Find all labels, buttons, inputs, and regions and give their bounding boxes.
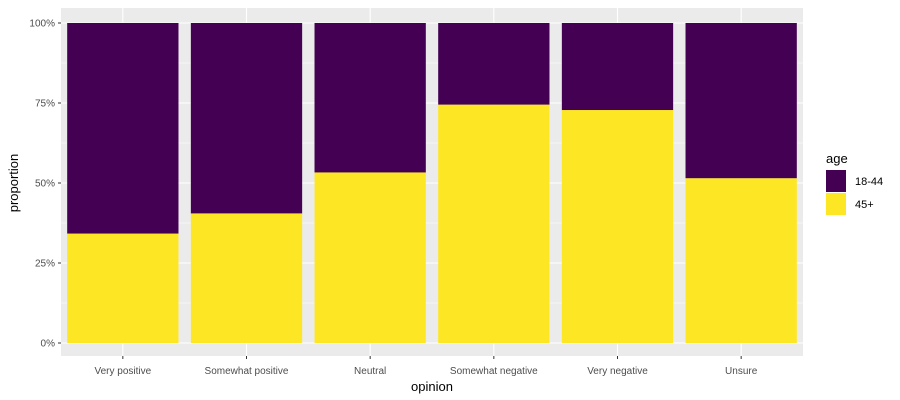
- bars: [67, 23, 797, 343]
- x-tick-label: Somewhat negative: [450, 366, 538, 377]
- y-axis-title: proportion: [6, 154, 21, 213]
- bar-18-44: [438, 23, 550, 105]
- bar-45-: [190, 213, 303, 343]
- x-tick-label: Somewhat positive: [205, 366, 289, 377]
- legend-swatch: [826, 170, 846, 192]
- x-tick-label: Very negative: [587, 366, 648, 377]
- bar-45-: [685, 178, 797, 343]
- y-tick-label: 25%: [35, 259, 55, 270]
- bar-45-: [561, 110, 674, 343]
- y-tick-label: 0%: [41, 339, 56, 350]
- x-axis: Very positive Somewhat positive Neutral Som…: [94, 356, 758, 377]
- bar-45-: [438, 104, 550, 343]
- legend: age 18-44 45+: [826, 151, 883, 215]
- bar-45-: [314, 172, 426, 343]
- y-tick-label: 50%: [35, 179, 55, 190]
- bar-18-44: [685, 23, 797, 179]
- bar-18-44: [561, 23, 674, 111]
- legend-swatch: [826, 193, 846, 215]
- x-axis-title: opinion: [411, 379, 453, 394]
- legend-label: 45+: [855, 199, 874, 211]
- bar-18-44: [190, 23, 303, 214]
- legend-items: 18-44 45+: [826, 170, 883, 215]
- legend-label: 18-44: [855, 176, 883, 188]
- bar-18-44: [67, 23, 179, 234]
- bar-18-44: [314, 23, 426, 173]
- y-axis: 0% 25% 50% 75% 100%: [29, 19, 61, 350]
- legend-title: age: [826, 151, 848, 166]
- y-tick-label: 75%: [35, 99, 55, 110]
- x-tick-label: Unsure: [725, 366, 758, 377]
- y-tick-label: 100%: [29, 19, 55, 30]
- x-tick-label: Very positive: [94, 366, 151, 377]
- plot-panel: [61, 8, 803, 356]
- x-tick-label: Neutral: [354, 366, 386, 377]
- bar-45-: [67, 233, 179, 343]
